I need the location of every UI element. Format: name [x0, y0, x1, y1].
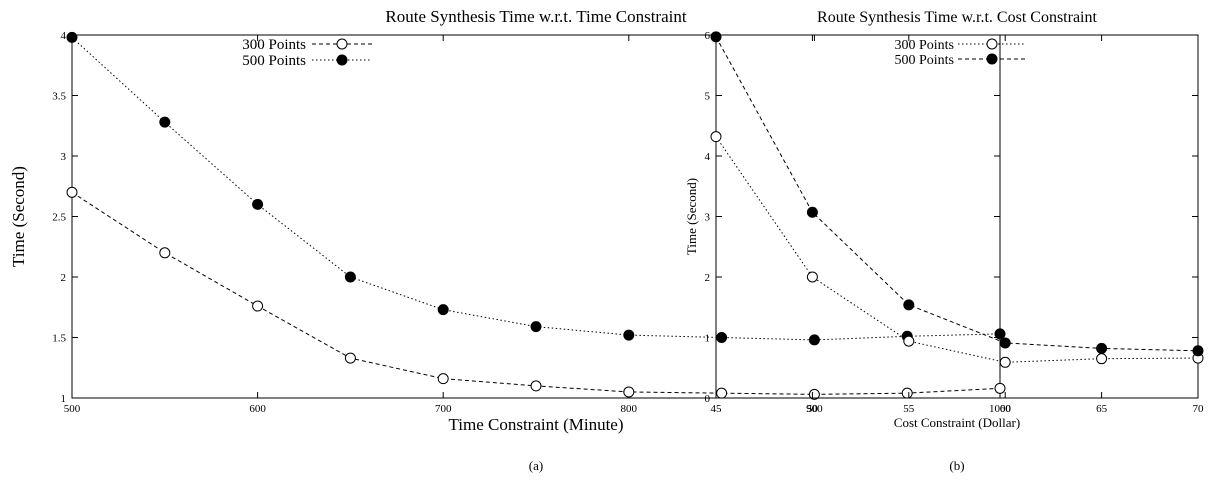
legend-label: 500 Points	[242, 53, 306, 69]
y-tick-label: 0	[705, 393, 711, 405]
y-tick-label: 2	[705, 272, 711, 284]
data-point	[901, 387, 913, 399]
y-tick-label: 1	[61, 393, 67, 405]
y-tick-label: 4	[61, 30, 67, 42]
x-tick-label: 70	[1193, 403, 1205, 415]
y-tick-label: 2	[61, 272, 67, 284]
data-point	[66, 186, 78, 198]
x-tick-label: 800	[621, 403, 638, 415]
data-point	[530, 321, 542, 333]
data-point	[994, 328, 1006, 340]
data-point	[806, 271, 818, 283]
data-point	[344, 271, 356, 283]
data-point	[806, 206, 818, 218]
legend-marker	[336, 38, 348, 50]
plot-frame	[71, 34, 1001, 399]
data-point	[710, 31, 722, 43]
series-500-points	[710, 31, 1204, 357]
data-point	[623, 386, 635, 398]
legend-marker	[336, 54, 348, 66]
data-point	[903, 335, 915, 347]
legend-label: 500 Points	[894, 53, 954, 68]
data-point	[808, 334, 820, 346]
data-point	[1096, 353, 1108, 365]
series-line	[71, 191, 1001, 395]
y-tick-label: 6	[705, 30, 711, 42]
series-line	[715, 36, 1199, 352]
y-tick-label: 1.5	[52, 333, 66, 345]
legend-label: 300 Points	[242, 37, 306, 53]
panel-caption: (b)	[949, 458, 964, 473]
y-axis-label: Time (Second)	[684, 178, 699, 255]
x-tick-label: 45	[711, 403, 723, 415]
y-tick-label: 3	[705, 212, 711, 224]
data-point	[999, 337, 1011, 349]
data-point	[530, 380, 542, 392]
x-axis-label: Cost Constraint (Dollar)	[894, 415, 1020, 430]
x-tick-label: 700	[435, 403, 452, 415]
chart-a: Route Synthesis Time w.r.t. Time Constra…	[9, 7, 1012, 473]
legend-marker	[986, 53, 998, 65]
chart-b: Route Synthesis Time w.r.t. Cost Constra…	[684, 9, 1204, 473]
y-tick-label: 3.5	[52, 91, 66, 103]
data-point	[437, 373, 449, 385]
data-point	[437, 304, 449, 316]
y-tick-label: 1	[705, 333, 711, 345]
x-tick-label: 55	[903, 403, 915, 415]
x-tick-label: 65	[1096, 403, 1108, 415]
data-point	[252, 300, 264, 312]
x-axis-label: Time Constraint (Minute)	[448, 415, 623, 434]
series-300-points	[66, 186, 1006, 400]
y-tick-label: 3	[61, 151, 67, 163]
x-tick-label: 500	[64, 403, 81, 415]
y-axis-label: Time (Second)	[9, 166, 28, 267]
data-point	[1096, 342, 1108, 354]
data-point	[159, 247, 171, 259]
data-point	[999, 356, 1011, 368]
data-point	[344, 352, 356, 364]
data-point	[66, 31, 78, 43]
panel-caption: (a)	[529, 458, 543, 473]
chart-title: Route Synthesis Time w.r.t. Time Constra…	[385, 7, 686, 26]
x-tick-label: 50	[807, 403, 819, 415]
legend-marker	[986, 38, 998, 50]
series-300-points	[710, 131, 1204, 368]
data-point	[716, 387, 728, 399]
x-tick-label: 900	[806, 403, 823, 415]
y-tick-label: 2.5	[52, 212, 66, 224]
data-point	[623, 329, 635, 341]
legend-label: 300 Points	[894, 38, 954, 53]
series-500-points	[66, 31, 1006, 346]
series-line	[71, 37, 1001, 341]
data-point	[159, 116, 171, 128]
chart-title: Route Synthesis Time w.r.t. Cost Constra…	[817, 9, 1097, 26]
data-point	[903, 299, 915, 311]
x-tick-label: 60	[1000, 403, 1012, 415]
series-line	[715, 136, 1199, 363]
x-tick-label: 1000	[989, 403, 1012, 415]
data-point	[710, 131, 722, 143]
plot-frame	[715, 34, 1199, 399]
y-tick-label: 4	[705, 151, 711, 163]
y-tick-label: 5	[705, 91, 711, 103]
data-point	[1192, 345, 1204, 357]
data-point	[252, 198, 264, 210]
x-tick-label: 600	[249, 403, 266, 415]
data-point	[994, 382, 1006, 394]
